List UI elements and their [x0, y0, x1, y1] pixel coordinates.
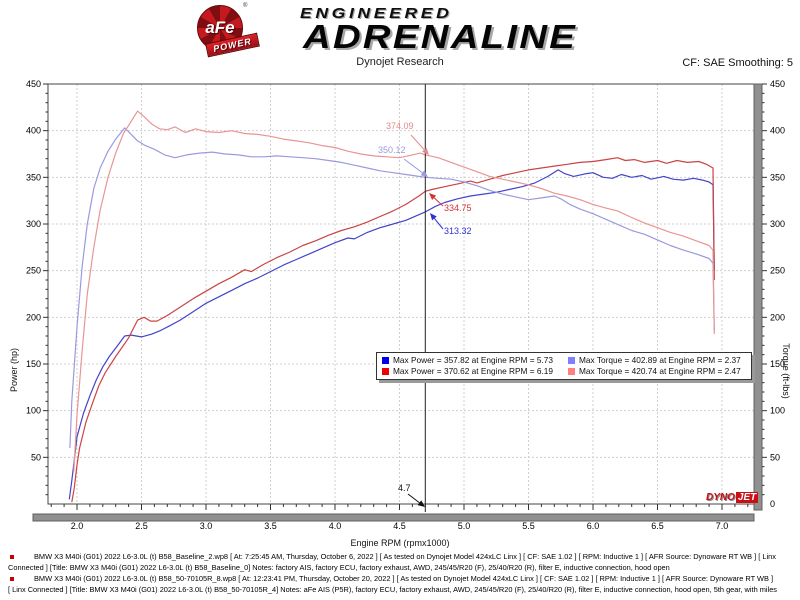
curve-torque-afe	[73, 110, 715, 472]
torque-tick-label: 100	[770, 406, 785, 416]
run-details: BMW X3 M40i (G01) 2022 L6-3.0L (t) B58_B…	[8, 551, 798, 595]
torque-axis-label: Torque (ft-lbs)	[781, 343, 791, 399]
run1-details-line2: Connected ] [Title: BMW X3 M40i (G01) 20…	[8, 563, 670, 572]
dynojet-logo: DYNO JET	[706, 492, 759, 503]
power-tick-label: 400	[26, 126, 41, 136]
rpm-tick-label: 2.5	[135, 521, 148, 531]
power-tick-label: 250	[26, 266, 41, 276]
curve-power-afe	[71, 157, 715, 503]
power-tick-label: 200	[26, 312, 41, 322]
rpm-tick-label: 3.5	[264, 521, 277, 531]
legend-item: Max Torque = 402.89 at Engine RPM = 2.37	[568, 355, 746, 366]
registered-mark: ®	[243, 3, 248, 9]
annotation-arrow-line	[410, 134, 425, 151]
torque-tick-label: 0	[770, 499, 775, 509]
cf-smoothing-label: CF: SAE Smoothing: 5	[682, 57, 793, 69]
annotation-arrow-line	[403, 158, 423, 174]
torque-tick-label: 250	[770, 266, 785, 276]
power-tick-label: 350	[26, 172, 41, 182]
legend-item: Max Power = 357.82 at Engine RPM = 5.73	[382, 355, 568, 366]
rpm-tick-label: 6.0	[587, 521, 600, 531]
annotation-value: 374.09	[386, 121, 414, 131]
rpm-tick-label: 7.0	[716, 521, 729, 531]
afe-adrenaline-logo: aFe ® POWER ENGINEERED ADRENALINE	[197, 3, 603, 58]
right-axis-bar	[753, 83, 763, 511]
afe-logo-text: aFe	[205, 18, 235, 37]
annotation-arrowhead	[417, 500, 425, 507]
annotation-arrow-line	[407, 493, 420, 504]
rpm-tick-label: 6.5	[651, 521, 664, 531]
rpm-tick-label: 5.0	[458, 521, 471, 531]
power-axis-label: Power (hp)	[9, 347, 19, 393]
report-title: Dynojet Research	[356, 56, 444, 68]
rpm-tick-label: 4.0	[329, 521, 342, 531]
legend-label: Max Torque = 420.74 at Engine RPM = 2.47	[579, 366, 741, 376]
annotation-value: 334.75	[444, 203, 472, 213]
rpm-tick-label: 4.5	[393, 521, 406, 531]
bottom-axis-bar	[32, 513, 755, 522]
torque-tick-label: 150	[770, 359, 785, 369]
legend-swatch-icon	[382, 368, 389, 375]
legend-swatch-icon	[568, 357, 575, 364]
legend-label: Max Torque = 402.89 at Engine RPM = 2.37	[579, 355, 741, 365]
dyno-chart: 50 100 150 200 250 300 350 400 450 0 50 100 150 200 25…	[0, 76, 800, 554]
legend-swatch-icon	[382, 357, 389, 364]
rpm-tick-label: 5.5	[522, 521, 535, 531]
annotation-arrowhead	[429, 193, 437, 200]
rpm-axis-label: Engine RPM (rpmx1000)	[350, 538, 450, 548]
legend-item: Max Torque = 420.74 at Engine RPM = 2.47	[568, 366, 746, 377]
run2-bullet-icon	[10, 577, 14, 581]
run2-details-line1: BMW X3 M40i (G01) 2022 L6-3.0L (t) B58_5…	[34, 574, 774, 583]
annotation-value: 350.12	[378, 145, 406, 155]
legend-label: Max Power = 370.62 at Engine RPM = 6.19	[393, 366, 554, 376]
run1-details-line1: BMW X3 M40i (G01) 2022 L6-3.0L (t) B58_B…	[34, 552, 776, 561]
legend-swatch-icon	[568, 368, 575, 375]
legend-box: Max Power = 357.82 at Engine RPM = 5.73 M…	[376, 352, 752, 380]
annotation-arrowhead	[422, 147, 429, 155]
torque-tick-label: 400	[770, 126, 785, 136]
power-tick-label: 450	[26, 79, 41, 89]
dyno-chart-canvas: 50 100 150 200 250 300 350 400 450 0 50 100 150 200 25…	[26, 79, 785, 531]
annotation-value: 4.7	[398, 483, 411, 493]
curve-power-baseline	[68, 169, 715, 500]
torque-tick-label: 450	[770, 79, 785, 89]
annotation-arrowhead	[430, 213, 437, 221]
torque-tick-label: 50	[770, 452, 780, 462]
dynojet-logo-jet: JET	[735, 492, 759, 503]
power-tick-label: 150	[26, 359, 41, 369]
legend-item: Max Power = 370.62 at Engine RPM = 6.19	[382, 366, 568, 377]
annotation-arrow-line	[434, 218, 444, 230]
logo-adrenaline-text: ADRENALINE	[303, 18, 578, 55]
power-tick-label: 50	[31, 452, 41, 462]
run1-bullet-icon	[10, 555, 14, 559]
logo-engineered-text: ENGINEERED	[300, 5, 453, 22]
rpm-tick-label: 3.0	[200, 521, 213, 531]
torque-tick-label: 200	[770, 312, 785, 322]
torque-tick-label: 300	[770, 219, 785, 229]
power-tick-label: 100	[26, 406, 41, 416]
power-tick-label: 300	[26, 219, 41, 229]
run2-details-line2: [ Linx Connected ] [Title: BMW X3 M40i (…	[8, 585, 777, 594]
torque-tick-label: 350	[770, 172, 785, 182]
rpm-tick-label: 2.0	[71, 521, 84, 531]
annotation-arrowhead	[420, 170, 428, 177]
dynojet-logo-dyno: DYNO	[706, 492, 735, 503]
annotation-arrow-line	[433, 197, 444, 207]
legend-label: Max Power = 357.82 at Engine RPM = 5.73	[393, 355, 554, 365]
annotation-value: 313.32	[444, 226, 472, 236]
